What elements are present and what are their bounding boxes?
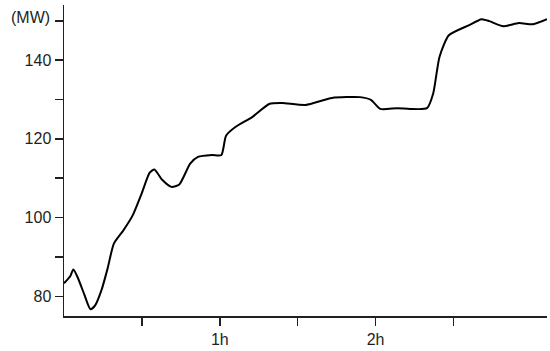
svg-text:(MW): (MW) [11,9,50,26]
svg-text:80: 80 [34,288,52,305]
svg-text:100: 100 [25,209,52,226]
svg-text:2h: 2h [367,331,385,348]
svg-text:140: 140 [25,52,52,69]
svg-text:1h: 1h [211,331,229,348]
svg-text:120: 120 [25,130,52,147]
